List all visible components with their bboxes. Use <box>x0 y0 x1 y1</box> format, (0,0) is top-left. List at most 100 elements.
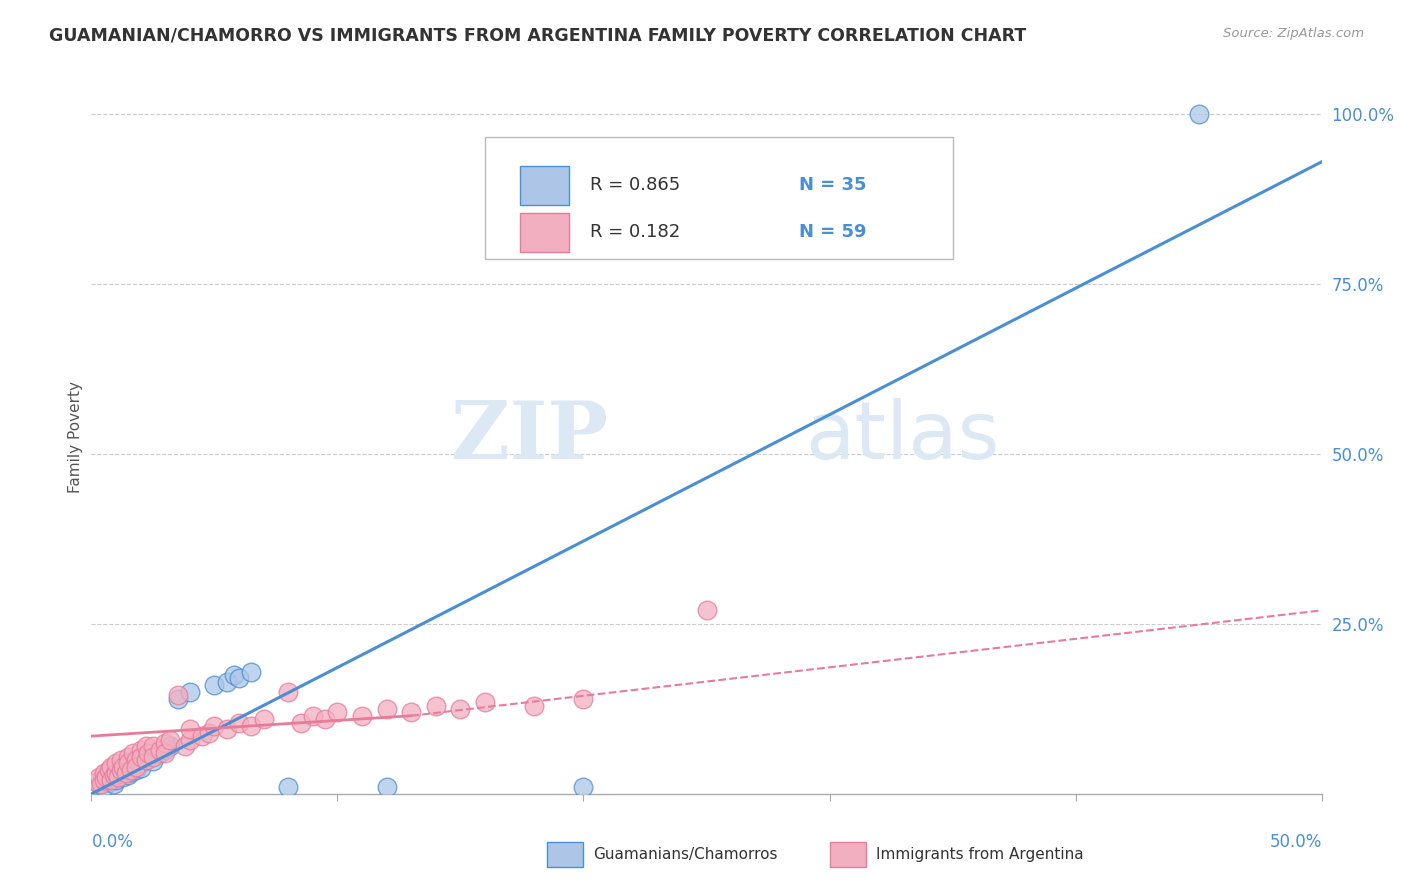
Point <box>149 742 172 756</box>
Text: atlas: atlas <box>804 398 1000 476</box>
Text: GUAMANIAN/CHAMORRO VS IMMIGRANTS FROM ARGENTINA FAMILY POVERTY CORRELATION CHART: GUAMANIAN/CHAMORRO VS IMMIGRANTS FROM AR… <box>49 27 1026 45</box>
Point <box>114 766 138 780</box>
FancyBboxPatch shape <box>485 137 952 259</box>
Text: R = 0.182: R = 0.182 <box>589 223 681 241</box>
FancyBboxPatch shape <box>830 842 866 867</box>
Point <box>93 780 115 794</box>
Point <box>96 770 117 784</box>
Point <box>375 702 398 716</box>
Point <box>129 756 152 771</box>
Point <box>97 774 120 789</box>
Point <box>135 739 156 754</box>
Point <box>222 668 246 682</box>
Point <box>87 770 110 784</box>
Point <box>100 773 122 788</box>
Point <box>110 763 132 777</box>
Point <box>202 719 225 733</box>
Text: Immigrants from Argentina: Immigrants from Argentina <box>876 847 1084 862</box>
Point <box>105 756 127 771</box>
Point <box>352 708 374 723</box>
Text: N = 35: N = 35 <box>799 177 866 194</box>
Point <box>215 674 238 689</box>
Point <box>277 685 299 699</box>
Point <box>142 739 165 754</box>
Point <box>179 685 201 699</box>
Point <box>105 773 127 788</box>
Point <box>301 708 323 723</box>
Point <box>97 763 120 777</box>
Point <box>153 736 177 750</box>
Point <box>90 777 112 791</box>
FancyBboxPatch shape <box>547 842 583 867</box>
Point <box>159 732 181 747</box>
Point <box>87 777 110 791</box>
Point <box>149 746 172 760</box>
Text: ZIP: ZIP <box>451 398 607 476</box>
Point <box>695 603 717 617</box>
Point <box>572 780 595 794</box>
Point <box>166 691 188 706</box>
Point <box>399 706 422 720</box>
Point <box>117 763 139 777</box>
Point <box>159 739 181 754</box>
Point <box>314 712 336 726</box>
Text: N = 59: N = 59 <box>799 223 866 241</box>
Point <box>474 695 496 709</box>
Point <box>93 766 115 780</box>
Text: Source: ZipAtlas.com: Source: ZipAtlas.com <box>1223 27 1364 40</box>
Point <box>136 746 159 760</box>
Point <box>122 746 145 760</box>
Point <box>253 712 276 726</box>
Point <box>191 729 214 743</box>
Point <box>93 773 115 788</box>
Point <box>1187 107 1209 121</box>
Point <box>290 715 312 730</box>
Point <box>110 766 132 780</box>
Point <box>142 754 165 768</box>
Point <box>198 725 221 739</box>
Point <box>117 749 139 764</box>
Point <box>103 777 125 791</box>
Point <box>153 742 177 756</box>
Point <box>135 753 156 767</box>
Point <box>326 706 349 720</box>
Point <box>112 770 135 784</box>
Point <box>105 766 127 780</box>
Point <box>166 689 188 703</box>
Point <box>90 773 112 788</box>
Point <box>240 665 263 679</box>
Point <box>142 749 165 764</box>
Text: Guamanians/Chamorros: Guamanians/Chamorros <box>593 847 778 862</box>
FancyBboxPatch shape <box>520 212 568 252</box>
Text: 50.0%: 50.0% <box>1270 833 1322 851</box>
Point <box>100 772 122 786</box>
Point <box>129 742 152 756</box>
Point <box>124 760 146 774</box>
Point <box>523 698 546 713</box>
Point <box>142 749 165 764</box>
Point <box>112 760 135 774</box>
Point <box>202 678 225 692</box>
Point <box>124 760 146 774</box>
Point <box>240 719 263 733</box>
Point <box>105 768 127 782</box>
Point <box>120 765 142 780</box>
Point <box>572 691 595 706</box>
Point <box>277 780 299 794</box>
Point <box>117 756 139 771</box>
FancyBboxPatch shape <box>520 166 568 205</box>
Point <box>86 774 108 789</box>
Point <box>375 780 398 794</box>
Text: 0.0%: 0.0% <box>91 833 134 851</box>
Point <box>107 770 129 784</box>
Point <box>215 723 238 737</box>
Point <box>129 761 152 775</box>
Point <box>153 746 177 760</box>
Text: R = 0.865: R = 0.865 <box>589 177 681 194</box>
Point <box>124 753 146 767</box>
Point <box>120 763 142 777</box>
Point <box>129 749 152 764</box>
Point <box>228 671 250 685</box>
Point <box>124 763 146 777</box>
Point <box>425 698 447 713</box>
